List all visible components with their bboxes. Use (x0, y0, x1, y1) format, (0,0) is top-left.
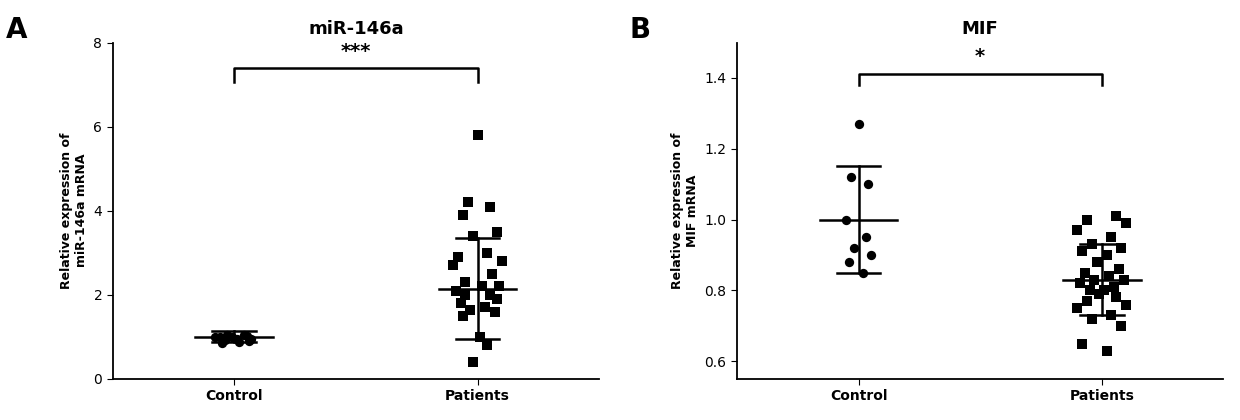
Point (1101, 234, 1121, 241)
Point (475, 304, 495, 311)
Point (1109, 266, 1128, 273)
Point (843, 244, 863, 251)
Point (463, 233, 482, 239)
Point (470, 333, 490, 340)
Point (1096, 252, 1116, 258)
Point (490, 283, 510, 290)
Point (205, 333, 224, 340)
Point (1083, 315, 1102, 322)
Point (1073, 248, 1092, 255)
Point (1106, 213, 1126, 219)
Point (1111, 244, 1131, 251)
Point (482, 270, 502, 277)
Point (1116, 220, 1136, 226)
Point (445, 287, 465, 294)
Point (1099, 273, 1118, 280)
Point (448, 254, 467, 260)
Point (453, 312, 472, 319)
Point (455, 279, 475, 286)
Point (837, 216, 857, 223)
Text: *: * (975, 47, 986, 66)
Text: B: B (630, 16, 651, 44)
Point (853, 269, 873, 276)
Point (242, 336, 262, 342)
Y-axis label: Relative expression of
MIF mRNA: Relative expression of MIF mRNA (671, 132, 699, 289)
Point (839, 259, 859, 265)
Point (217, 331, 237, 338)
Point (444, 262, 464, 269)
Point (215, 337, 234, 344)
Point (1068, 227, 1087, 234)
Point (229, 339, 249, 345)
Point (460, 306, 480, 313)
Point (222, 333, 242, 340)
Title: miR-146a: miR-146a (309, 20, 404, 38)
Point (1094, 287, 1114, 294)
Point (1106, 294, 1126, 301)
Point (1070, 280, 1090, 287)
Point (227, 336, 247, 342)
Point (1073, 340, 1092, 347)
Y-axis label: Relative expression of
miR-146a mRNA: Relative expression of miR-146a mRNA (60, 132, 88, 289)
Point (1083, 241, 1102, 248)
Point (210, 333, 229, 340)
Title: MIF: MIF (962, 20, 998, 38)
Point (237, 333, 257, 339)
Point (1078, 216, 1097, 223)
Point (487, 296, 507, 302)
Point (455, 291, 475, 298)
Point (1101, 312, 1121, 318)
Point (212, 340, 232, 346)
Point (477, 342, 497, 349)
Point (480, 203, 500, 210)
Point (1075, 269, 1095, 276)
Point (1090, 291, 1110, 297)
Point (1116, 301, 1136, 308)
Point (1114, 276, 1133, 283)
Point (234, 331, 254, 338)
Point (450, 300, 470, 307)
Point (480, 291, 500, 298)
Point (477, 249, 497, 256)
Point (239, 338, 259, 344)
Point (485, 308, 505, 315)
Point (1068, 305, 1087, 312)
Point (1096, 347, 1116, 354)
Point (1104, 284, 1123, 290)
Point (848, 121, 868, 127)
Point (861, 252, 880, 258)
Point (472, 283, 492, 290)
Point (1085, 276, 1105, 283)
Point (458, 199, 477, 206)
Point (1087, 259, 1107, 265)
Point (1111, 323, 1131, 329)
Point (463, 359, 482, 365)
Point (1080, 287, 1100, 294)
Point (1078, 298, 1097, 304)
Point (453, 212, 472, 218)
Text: A: A (6, 16, 27, 44)
Point (492, 258, 512, 265)
Point (856, 234, 875, 241)
Point (467, 132, 487, 139)
Point (841, 174, 861, 181)
Point (487, 228, 507, 235)
Text: ***: *** (341, 42, 371, 61)
Point (858, 181, 878, 188)
